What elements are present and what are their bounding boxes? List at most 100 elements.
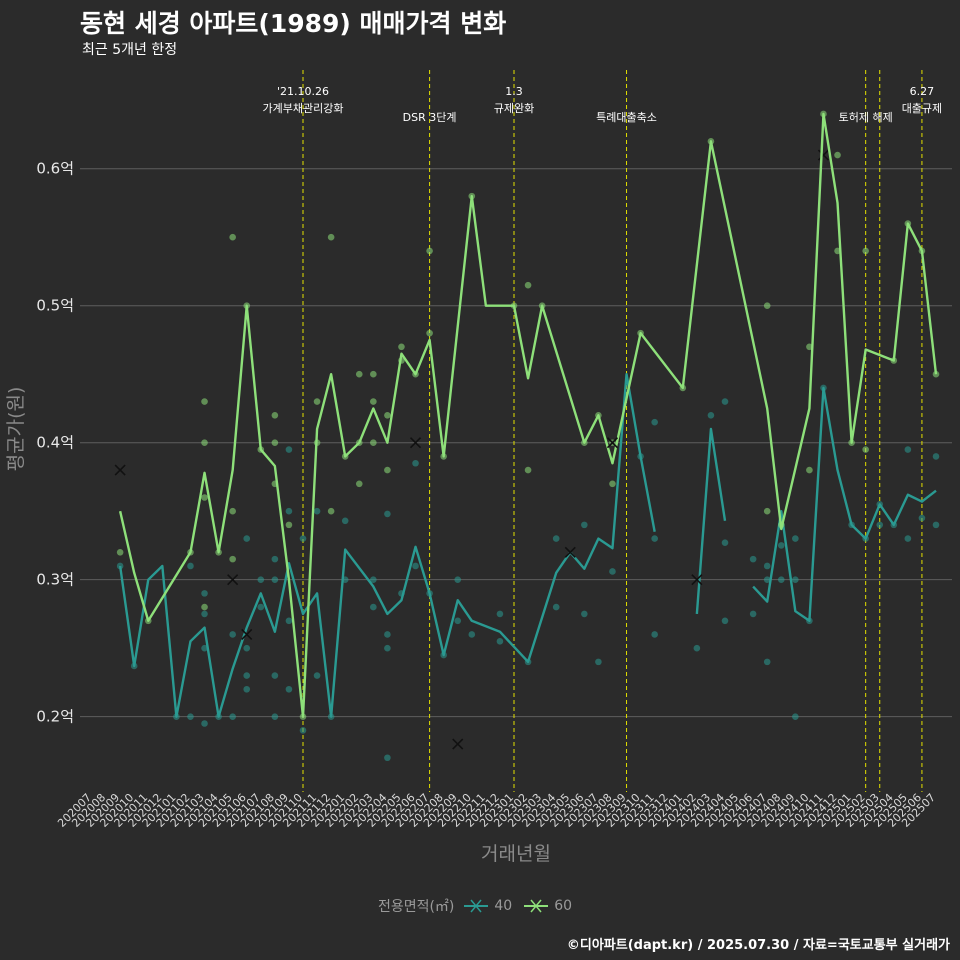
chart-title: 동현 세경 아파트(1989) 매매가격 변화 — [80, 9, 507, 38]
y-tick-label: 0.5억 — [36, 297, 74, 315]
legend-item-60: 60 — [522, 898, 572, 914]
transaction-point-40 — [904, 446, 912, 453]
transaction-point-40 — [243, 685, 251, 693]
transaction-point-60 — [426, 329, 433, 337]
transaction-point-40 — [384, 631, 391, 638]
transaction-point-40 — [257, 576, 265, 583]
y-tick-label: 0.4억 — [36, 434, 74, 452]
transaction-point-40 — [609, 568, 616, 575]
series-line-40 — [118, 373, 656, 718]
transaction-point-40 — [313, 672, 321, 679]
x-axis-title: 거래년월 — [481, 843, 551, 865]
transaction-point-40 — [285, 507, 293, 515]
legend-label-60: 60 — [554, 898, 573, 914]
transaction-point-60 — [370, 370, 377, 378]
transaction-point-40 — [651, 631, 658, 638]
transaction-point-40 — [201, 590, 208, 597]
transaction-point-40 — [763, 562, 771, 570]
legend-label-40: 40 — [494, 898, 513, 914]
x-marker-40 — [564, 546, 576, 558]
transaction-point-40 — [581, 521, 588, 529]
transaction-point-60 — [370, 439, 377, 446]
transaction-point-40 — [285, 685, 293, 693]
transaction-point-60 — [201, 439, 208, 446]
legend: 전용면적(㎡) 40 60 — [0, 896, 960, 916]
transaction-point-40 — [271, 713, 279, 720]
transaction-point-40 — [187, 713, 194, 720]
transaction-point-60 — [609, 480, 616, 488]
transaction-point-40 — [243, 672, 251, 679]
transaction-point-60 — [327, 507, 335, 515]
transaction-point-40 — [932, 521, 940, 529]
transaction-point-40 — [932, 453, 940, 460]
x-marker-60 — [409, 437, 422, 449]
transaction-point-60 — [524, 281, 532, 289]
transaction-point-40 — [454, 617, 462, 625]
transaction-point-40 — [792, 576, 799, 583]
transaction-point-40 — [384, 754, 391, 762]
transaction-point-60 — [327, 233, 335, 241]
x-marker-40 — [452, 738, 464, 750]
transaction-point-40 — [257, 603, 265, 611]
transaction-point-60 — [806, 466, 813, 474]
event-label: 대출규제 — [902, 102, 942, 115]
transaction-point-60 — [384, 412, 391, 419]
transaction-point-40 — [721, 617, 729, 625]
transaction-point-40 — [749, 555, 757, 563]
transaction-point-40 — [412, 459, 419, 467]
transaction-point-60 — [271, 439, 279, 446]
transaction-point-40 — [384, 510, 391, 518]
transaction-point-40 — [496, 638, 504, 645]
event-label: 6.27 — [910, 85, 935, 98]
transaction-point-40 — [271, 576, 279, 583]
transaction-point-40 — [299, 727, 307, 734]
transaction-point-40 — [271, 555, 279, 563]
transaction-point-60 — [271, 412, 279, 419]
transaction-point-40 — [904, 535, 912, 542]
transaction-point-40 — [707, 412, 715, 419]
transaction-point-40 — [454, 576, 462, 583]
transaction-point-40 — [595, 658, 602, 666]
x-marker-60 — [606, 437, 619, 449]
transaction-point-60 — [201, 494, 208, 501]
transaction-point-40 — [285, 446, 293, 453]
transaction-point-40 — [721, 398, 729, 405]
transaction-point-40 — [651, 418, 658, 426]
transaction-point-40 — [763, 658, 771, 666]
transaction-point-60 — [862, 247, 869, 255]
transaction-point-40 — [384, 644, 391, 652]
transaction-point-40 — [201, 610, 208, 618]
transaction-point-40 — [271, 672, 279, 679]
event-label: 규제완화 — [494, 102, 534, 115]
transaction-point-40 — [721, 539, 729, 546]
transaction-point-40 — [792, 713, 799, 720]
transaction-point-60 — [355, 370, 363, 378]
transaction-point-60 — [384, 466, 391, 474]
legend-item-40: 40 — [462, 898, 512, 914]
transaction-point-60 — [229, 507, 236, 515]
series-line-60 — [118, 112, 938, 718]
transaction-point-40 — [243, 644, 251, 652]
legend-title: 전용면적(㎡) — [377, 899, 455, 915]
legend-key-60-icon — [524, 899, 549, 913]
x-marker-40 — [691, 574, 703, 586]
series-line-40 — [695, 427, 727, 615]
transaction-point-60 — [426, 247, 433, 255]
x-marker-60 — [114, 464, 126, 476]
legend-key-40-icon — [464, 899, 489, 913]
transaction-point-40 — [552, 603, 560, 611]
transaction-point-40 — [496, 610, 504, 618]
transaction-point-40 — [777, 542, 785, 549]
transaction-point-60 — [398, 343, 405, 351]
x-marker-60 — [227, 574, 239, 586]
transaction-point-40 — [201, 720, 208, 727]
transaction-point-40 — [285, 617, 293, 625]
transaction-point-40 — [370, 576, 377, 583]
source-caption: ©디아파트(dapt.kr) / 2025.07.30 / 자료=국토교통부 실… — [566, 938, 950, 953]
transaction-point-60 — [201, 398, 208, 405]
transaction-point-40 — [651, 535, 658, 542]
event-label: 토허제 해제 — [839, 110, 893, 124]
transaction-point-60 — [862, 446, 869, 453]
transaction-point-40 — [412, 562, 419, 570]
y-tick-label: 0.6억 — [36, 160, 74, 178]
